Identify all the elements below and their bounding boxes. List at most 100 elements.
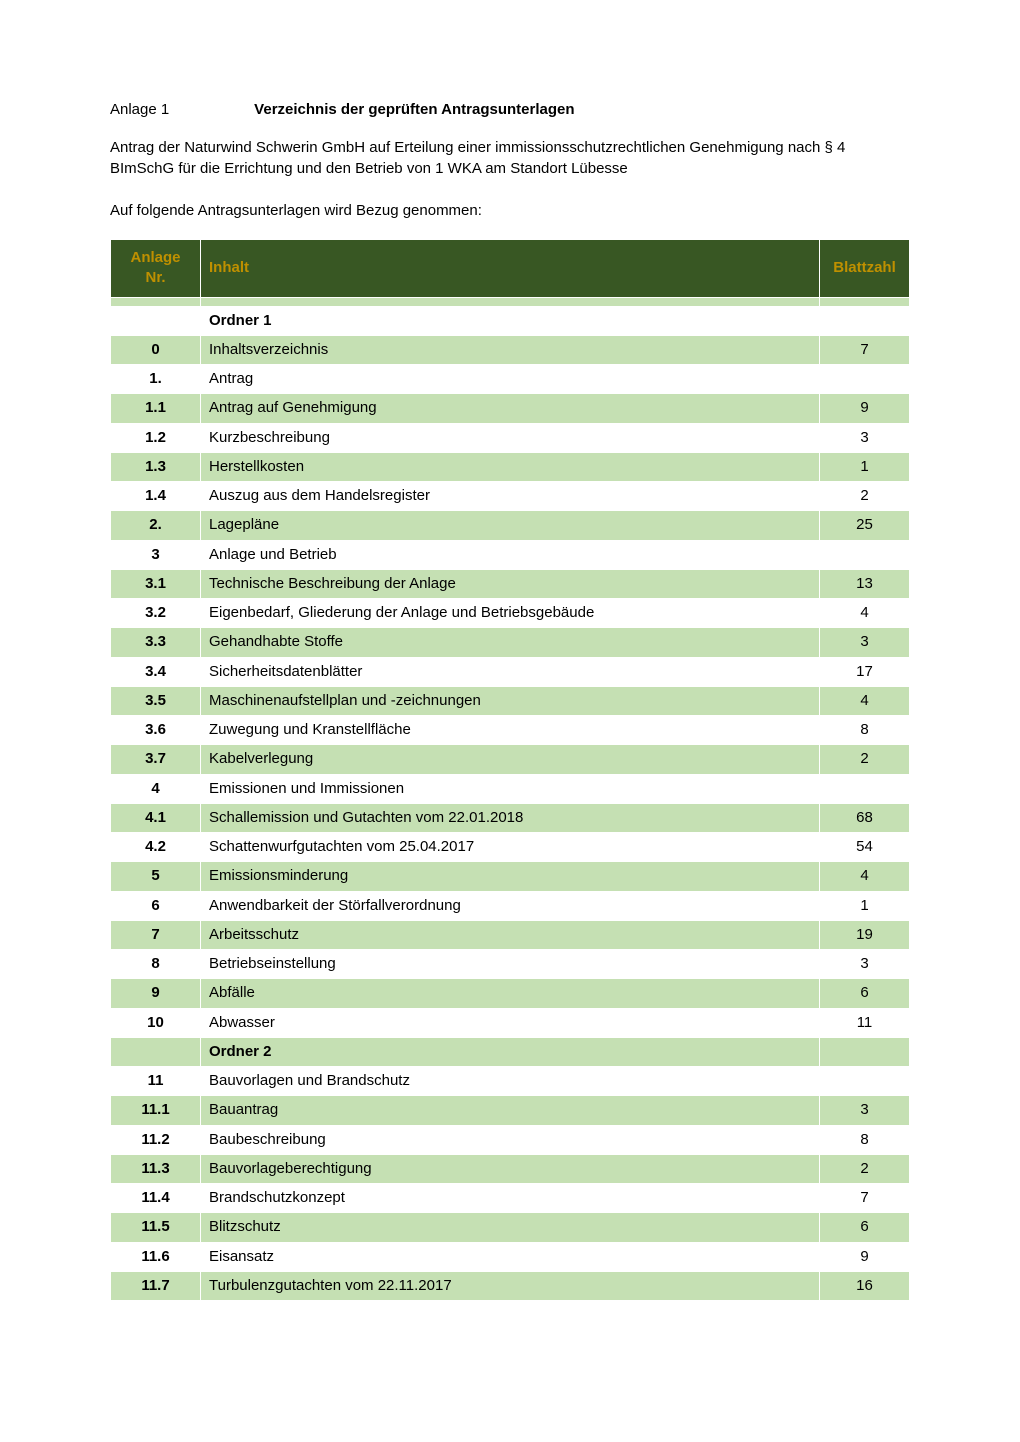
cell-blatt: 13	[820, 569, 910, 598]
cell-nr: 1.4	[111, 482, 201, 511]
cell-blatt	[820, 1037, 910, 1066]
table-row: 11Bauvorlagen und Brandschutz	[111, 1067, 910, 1096]
table-row: 3.2Eigenbedarf, Gliederung der Anlage un…	[111, 599, 910, 628]
subintro-paragraph: Auf folgende Antragsunterlagen wird Bezu…	[110, 201, 910, 221]
cell-nr: 10	[111, 1008, 201, 1037]
cell-nr: 4.2	[111, 833, 201, 862]
table-row: 11.4Brandschutzkonzept7	[111, 1184, 910, 1213]
table-row: 3.6Zuwegung und Kranstellfläche8	[111, 716, 910, 745]
table-row: 4Emissionen und Immissionen	[111, 774, 910, 803]
cell-inhalt: Baubeschreibung	[201, 1125, 820, 1154]
cell-nr: 6	[111, 891, 201, 920]
cell-blatt: 7	[820, 1184, 910, 1213]
cell-blatt: 3	[820, 1096, 910, 1125]
cell-blatt: 2	[820, 1154, 910, 1183]
cell-blatt: 2	[820, 745, 910, 774]
table-row: 1.2Kurzbeschreibung3	[111, 423, 910, 452]
table-row: 1.4Auszug aus dem Handelsregister2	[111, 482, 910, 511]
cell-inhalt: Technische Beschreibung der Anlage	[201, 569, 820, 598]
cell-blatt	[820, 297, 910, 306]
cell-nr: 3.5	[111, 686, 201, 715]
document-heading-line: Anlage 1 Verzeichnis der geprüften Antra…	[110, 100, 910, 120]
table-body: Ordner 10Inhaltsverzeichnis71.Antrag1.1A…	[111, 297, 910, 1301]
table-row: 11.1Bauantrag3	[111, 1096, 910, 1125]
cell-inhalt: Brandschutzkonzept	[201, 1184, 820, 1213]
table-row: 1.3Herstellkosten1	[111, 452, 910, 481]
cell-blatt: 16	[820, 1271, 910, 1300]
cell-blatt: 11	[820, 1008, 910, 1037]
table-row: 5Emissionsminderung4	[111, 862, 910, 891]
cell-nr: 3	[111, 540, 201, 569]
cell-inhalt: Emissionen und Immissionen	[201, 774, 820, 803]
cell-blatt	[820, 306, 910, 335]
cell-nr: 1.1	[111, 394, 201, 423]
cell-nr	[111, 306, 201, 335]
cell-blatt: 8	[820, 716, 910, 745]
table-row: 3.1Technische Beschreibung der Anlage13	[111, 569, 910, 598]
col-header-inhalt: Inhalt	[201, 240, 820, 298]
cell-nr: 1.3	[111, 452, 201, 481]
cell-inhalt	[201, 297, 820, 306]
cell-blatt: 17	[820, 657, 910, 686]
intro-paragraph: Antrag der Naturwind Schwerin GmbH auf E…	[110, 138, 910, 179]
cell-nr: 11	[111, 1067, 201, 1096]
cell-inhalt: Abfälle	[201, 979, 820, 1008]
cell-blatt: 4	[820, 686, 910, 715]
cell-nr: 9	[111, 979, 201, 1008]
cell-nr: 11.7	[111, 1271, 201, 1300]
table-row: 1.Antrag	[111, 365, 910, 394]
table-row: 3.5Maschinenaufstellplan und -zeichnunge…	[111, 686, 910, 715]
cell-blatt: 1	[820, 452, 910, 481]
cell-blatt: 6	[820, 979, 910, 1008]
cell-nr: 3.4	[111, 657, 201, 686]
cell-blatt: 9	[820, 1242, 910, 1271]
table-row: 3.4Sicherheitsdatenblätter17	[111, 657, 910, 686]
cell-inhalt: Sicherheitsdatenblätter	[201, 657, 820, 686]
cell-inhalt: Herstellkosten	[201, 452, 820, 481]
cell-inhalt: Inhaltsverzeichnis	[201, 335, 820, 364]
table-row: 9Abfälle6	[111, 979, 910, 1008]
cell-blatt: 3	[820, 423, 910, 452]
cell-inhalt: Arbeitsschutz	[201, 920, 820, 949]
cell-nr: 11.4	[111, 1184, 201, 1213]
cell-inhalt: Schallemission und Gutachten vom 22.01.2…	[201, 803, 820, 832]
table-row: 1.1Antrag auf Genehmigung9	[111, 394, 910, 423]
cell-inhalt: Auszug aus dem Handelsregister	[201, 482, 820, 511]
table-row: 3.3Gehandhabte Stoffe3	[111, 628, 910, 657]
cell-blatt: 7	[820, 335, 910, 364]
cell-nr: 1.2	[111, 423, 201, 452]
cell-blatt: 3	[820, 628, 910, 657]
cell-nr: 11.3	[111, 1154, 201, 1183]
cell-blatt	[820, 365, 910, 394]
cell-blatt: 6	[820, 1213, 910, 1242]
table-row: 4.2Schattenwurfgutachten vom 25.04.20175…	[111, 833, 910, 862]
cell-nr: 3.3	[111, 628, 201, 657]
cell-nr: 3.2	[111, 599, 201, 628]
table-row: 3Anlage und Betrieb	[111, 540, 910, 569]
table-row: 3.7Kabelverlegung2	[111, 745, 910, 774]
cell-blatt	[820, 540, 910, 569]
cell-blatt: 25	[820, 511, 910, 540]
table-row: 8Betriebseinstellung3	[111, 950, 910, 979]
cell-nr: 11.5	[111, 1213, 201, 1242]
cell-inhalt: Anlage und Betrieb	[201, 540, 820, 569]
cell-blatt: 2	[820, 482, 910, 511]
table-row: 11.3Bauvorlageberechtigung2	[111, 1154, 910, 1183]
cell-blatt: 9	[820, 394, 910, 423]
anlage-label: Anlage 1	[110, 100, 250, 120]
cell-nr: 8	[111, 950, 201, 979]
cell-nr: 4.1	[111, 803, 201, 832]
table-row: 2.Lagepläne25	[111, 511, 910, 540]
cell-inhalt: Turbulenzgutachten vom 22.11.2017	[201, 1271, 820, 1300]
cell-blatt	[820, 774, 910, 803]
cell-nr	[111, 1037, 201, 1066]
table-header-row: Anlage Nr. Inhalt Blattzahl	[111, 240, 910, 298]
table-row: 4.1Schallemission und Gutachten vom 22.0…	[111, 803, 910, 832]
cell-inhalt: Blitzschutz	[201, 1213, 820, 1242]
cell-nr: 0	[111, 335, 201, 364]
col-header-blatt: Blattzahl	[820, 240, 910, 298]
cell-inhalt: Eigenbedarf, Gliederung der Anlage und B…	[201, 599, 820, 628]
table-row: 7Arbeitsschutz19	[111, 920, 910, 949]
cell-inhalt: Zuwegung und Kranstellfläche	[201, 716, 820, 745]
cell-inhalt: Anwendbarkeit der Störfallverordnung	[201, 891, 820, 920]
